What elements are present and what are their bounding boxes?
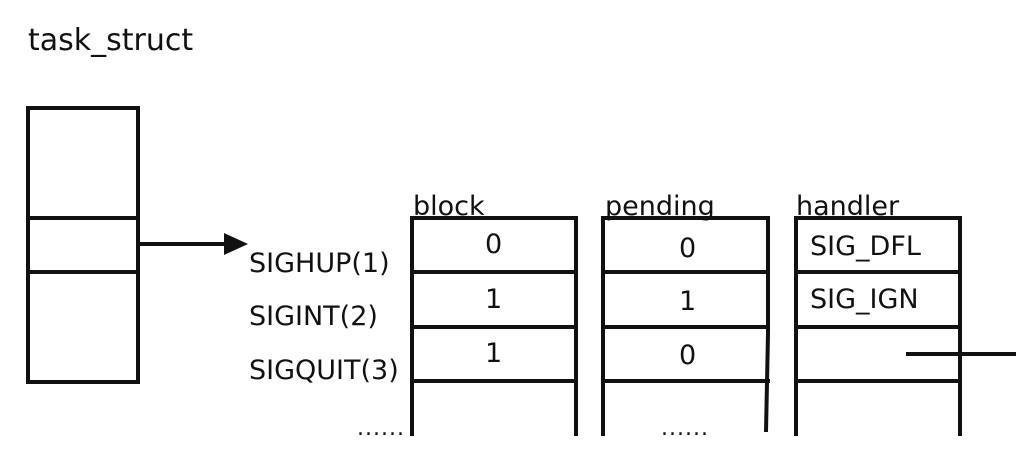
task-struct-outline <box>26 106 140 384</box>
signal-label: SIGQUIT(3) <box>249 355 399 386</box>
pending-cell: 0 <box>679 233 697 264</box>
block-cell: 0 <box>485 229 503 260</box>
pending-column-header: pending <box>605 191 715 222</box>
signal-label: SIGINT(2) <box>249 301 378 332</box>
block-column-grid <box>410 216 578 436</box>
handler-cell: SIG_DFL <box>810 231 921 262</box>
pending-column-grid <box>601 216 770 436</box>
pending-ellipsis: ...... <box>661 416 709 441</box>
handler-column-header: handler <box>796 191 900 222</box>
pending-cell: 0 <box>679 340 697 371</box>
block-column-header: block <box>413 191 485 222</box>
task-struct-box <box>26 106 140 384</box>
task-struct-title: task_struct <box>28 23 194 58</box>
task-struct-pointer-arrow <box>138 233 248 255</box>
signal-label: SIGHUP(1) <box>249 248 390 279</box>
pending-cell: 1 <box>679 286 697 317</box>
handler-column-grid <box>794 216 962 436</box>
signals-ellipsis: ...... <box>357 416 405 441</box>
block-cell: 1 <box>485 284 503 315</box>
block-cell: 1 <box>485 338 503 369</box>
handler-cell: SIG_IGN <box>810 284 919 315</box>
